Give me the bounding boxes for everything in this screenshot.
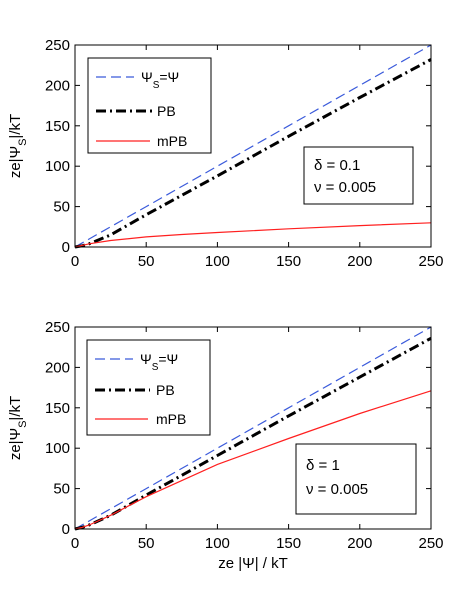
legend-label-pb: PB [157, 103, 176, 119]
x-tick-label: 250 [418, 253, 443, 270]
ticks-layer: 0 50 100 150 200 250 0 50 100 150 200 250 [45, 37, 444, 270]
y-tick-label: 150 [45, 118, 70, 135]
x-tick-label: 0 [71, 535, 79, 552]
legend: ΨS=Ψ PB mPB [86, 339, 211, 436]
y-tick-label: 0 [62, 239, 70, 256]
annotation-box [303, 146, 414, 205]
series-line-mpb [74, 390, 432, 530]
legend-label-psi: ΨS=Ψ [141, 69, 179, 91]
y-tick-label: 50 [53, 199, 70, 216]
x-tick-label: 150 [276, 535, 301, 552]
ticks-layer: 0 50 100 150 200 250 0 50 100 150 200 250 [45, 319, 444, 552]
x-tick-label: 50 [138, 535, 155, 552]
panel-bottom: 0 50 100 150 200 250 0 50 100 150 200 250 ze|ΨS|/kT… [7, 319, 444, 572]
panel-top: 0 50 100 150 200 250 0 50 100 150 200 250 ze|ΨS|/kT… [7, 37, 444, 270]
y-tick-label: 150 [45, 400, 70, 417]
x-tick-label: 200 [347, 535, 372, 552]
y-tick-label: 200 [45, 359, 70, 376]
y-axis-label: ze|ΨS|/kT [7, 396, 29, 460]
series-line--s- [74, 44, 432, 248]
annotation-nu: ν = 0.005 [314, 179, 376, 196]
legend-label-pb: PB [156, 382, 175, 398]
series-line--s- [74, 326, 432, 530]
y-tick-label: 50 [53, 481, 70, 498]
y-tick-label: 100 [45, 440, 70, 457]
plot-frame [74, 326, 432, 530]
x-tick-label: 250 [418, 535, 443, 552]
x-tick-label: 150 [276, 253, 301, 270]
annotation-delta: δ = 0.1 [314, 157, 360, 174]
x-tick-label: 0 [71, 253, 79, 270]
x-tick-label: 100 [205, 535, 230, 552]
annotation: δ = 1 ν = 0.005 [295, 443, 417, 515]
series-layer [74, 44, 432, 249]
series-layer [74, 326, 432, 531]
x-tick-label: 50 [138, 253, 155, 270]
annotation-box [295, 443, 417, 515]
annotation-nu: ν = 0.005 [306, 481, 368, 498]
y-tick-label: 250 [45, 319, 70, 336]
legend-label-psi: ΨS=Ψ [140, 351, 178, 373]
legend-box [87, 57, 212, 154]
x-tick-label: 100 [205, 253, 230, 270]
y-tick-label: 250 [45, 37, 70, 54]
annotation-delta: δ = 1 [306, 457, 340, 474]
annotation: δ = 0.1 ν = 0.005 [303, 146, 414, 205]
y-tick-label: 100 [45, 158, 70, 175]
y-tick-label: 0 [62, 521, 70, 538]
legend-label-mpb: mPB [156, 411, 186, 427]
legend-label-mpb: mPB [157, 133, 187, 149]
legend: ΨS=Ψ PB mPB [87, 57, 212, 154]
series-line-mpb [74, 222, 432, 248]
plot-frame [74, 44, 432, 248]
y-axis-label: ze|ΨS|/kT [7, 114, 29, 178]
x-tick-label: 200 [347, 253, 372, 270]
y-tick-label: 200 [45, 77, 70, 94]
x-axis-label: ze |Ψ| / kT [218, 555, 288, 572]
